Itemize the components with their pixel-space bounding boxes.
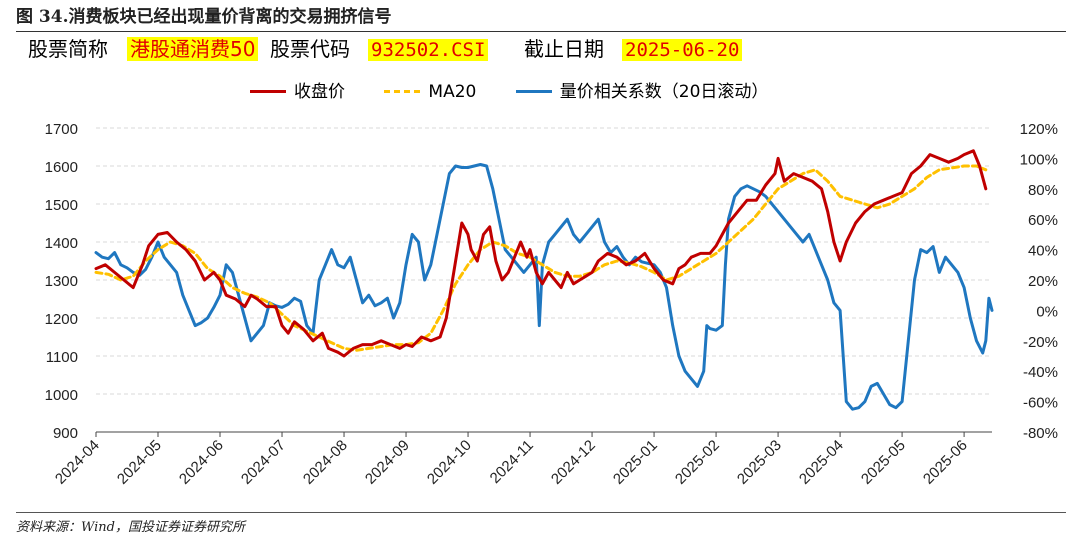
figure-title: 图 34.消费板块已经出现量价背离的交易拥挤信号: [16, 4, 1066, 32]
series-line-corr: [94, 163, 994, 411]
y-right-tick-label: -60%: [1023, 395, 1058, 412]
legend-label-ma20: MA20: [428, 81, 477, 102]
x-tick-label: 2025-06: [920, 437, 971, 488]
stock-name-value: 港股通消费50: [127, 37, 259, 61]
y-right-tick-label: -20%: [1023, 334, 1058, 351]
x-tick-label: 2024-05: [114, 437, 165, 488]
stock-code-label: 股票代码: [270, 37, 350, 61]
legend-item-corr: 量价相关系数（20日滚动）: [515, 80, 769, 104]
y-right-tick-label: 100%: [1020, 151, 1058, 168]
x-tick-label: 2024-12: [548, 437, 599, 488]
legend-swatch-ma20: [384, 90, 421, 93]
y-left-tick-label: 1500: [45, 197, 78, 214]
legend-swatch-corr: [515, 90, 552, 93]
legend-label-corr: 量价相关系数（20日滚动）: [559, 81, 769, 102]
legend-swatch-close: [250, 90, 286, 93]
y-left-tick-label: 900: [53, 425, 78, 442]
y-left-tick-label: 1000: [45, 387, 78, 404]
y-left-tick-label: 1700: [45, 121, 78, 138]
x-tick-label: 2025-05: [858, 437, 909, 488]
x-tick-label: 2024-08: [300, 437, 351, 488]
y-left-tick-label: 1400: [45, 235, 78, 252]
y-right-tick-label: 60%: [1028, 212, 1058, 229]
stock-name-label: 股票简称: [28, 37, 108, 61]
series-line-close: [94, 149, 988, 358]
y-right-tick-label: 20%: [1028, 273, 1058, 290]
y-left-tick-label: 1600: [45, 159, 78, 176]
stock-code-value: 932502.CSI: [368, 39, 489, 61]
y-left-tick-label: 1200: [45, 311, 78, 328]
x-tick-label: 2024-04: [52, 437, 103, 488]
y-right-tick-label: 80%: [1028, 182, 1058, 199]
x-tick-label: 2025-01: [610, 437, 661, 488]
y-left-tick-label: 1100: [46, 349, 78, 366]
y-right-tick-label: 40%: [1028, 243, 1058, 260]
deadline-date-label: 截止日期: [524, 37, 604, 61]
source-note: 资料来源：Wind，国投证券证券研究所: [16, 512, 1066, 535]
legend-item-ma20: MA20: [384, 80, 476, 104]
x-tick-label: 2025-03: [734, 437, 785, 488]
y-right-tick-label: 120%: [1020, 121, 1058, 138]
x-tick-label: 2024-07: [238, 437, 289, 488]
x-tick-label: 2024-10: [424, 437, 475, 488]
legend-label-close: 收盘价: [294, 81, 345, 102]
x-tick-label: 2024-11: [487, 437, 537, 487]
series-line-ma20: [94, 164, 988, 352]
y-right-tick-label: 0%: [1036, 303, 1058, 320]
y-left-tick-label: 1300: [45, 273, 78, 290]
y-right-tick-label: -80%: [1023, 425, 1058, 442]
chart-legend: 收盘价 MA20 量价相关系数（20日滚动）: [250, 76, 802, 102]
deadline-date-value: 2025-06-20: [622, 39, 743, 61]
legend-item-close: 收盘价: [250, 80, 345, 104]
x-tick-label: 2024-06: [176, 437, 227, 488]
y-right-tick-label: -40%: [1023, 364, 1058, 381]
x-tick-label: 2024-09: [362, 437, 413, 488]
x-tick-label: 2025-04: [796, 437, 847, 488]
x-tick-label: 2025-02: [672, 437, 723, 488]
